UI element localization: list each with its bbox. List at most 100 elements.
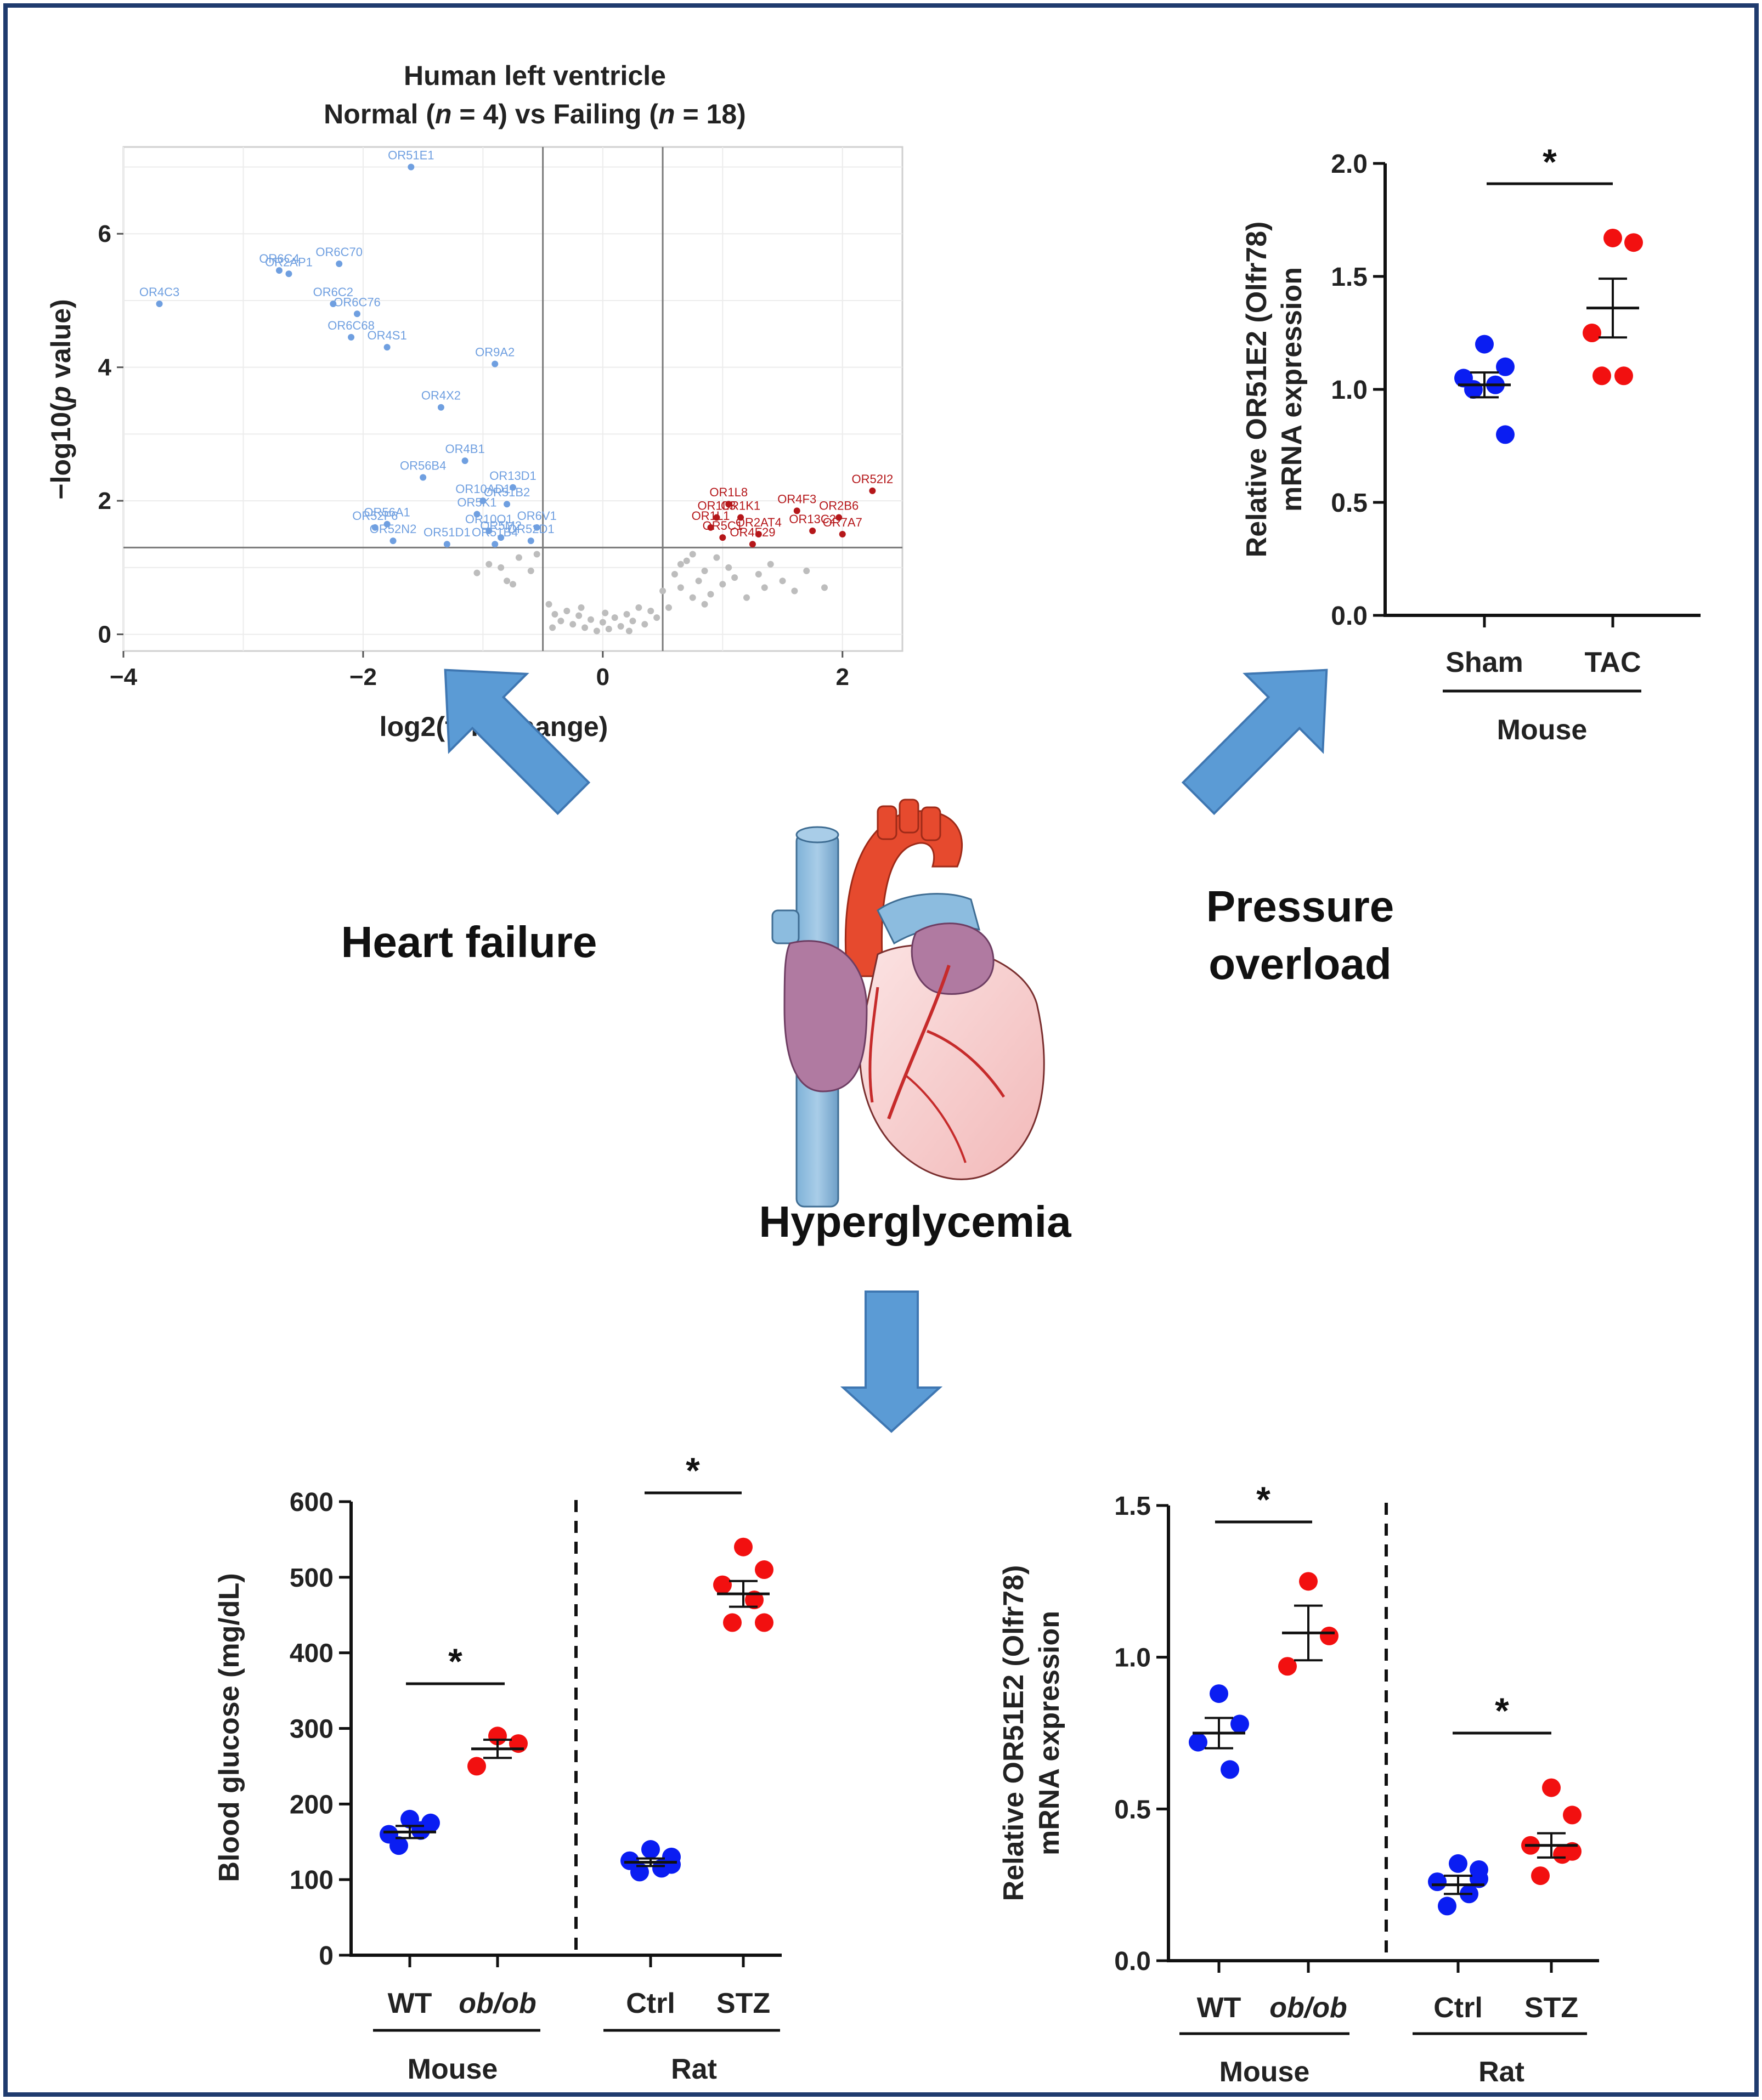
volcano-point-ns bbox=[707, 591, 714, 598]
heart-illustration-icon bbox=[771, 799, 1045, 1208]
volcano-point-label: OR52F6 bbox=[352, 509, 398, 523]
tac-y-axis-label-line1: Relative OR51E2 (Olfr78) bbox=[1241, 222, 1273, 558]
volcano-point-label: OR6C76 bbox=[334, 295, 381, 309]
olfr-point-obob bbox=[1299, 1572, 1318, 1591]
volcano-point-ns bbox=[677, 561, 684, 568]
olfr-point-ctrl bbox=[1438, 1897, 1456, 1916]
volcano-point-label: OR5M2 bbox=[480, 519, 522, 533]
glucose-y-tick-label: 100 bbox=[290, 1866, 334, 1895]
volcano-point-ns bbox=[725, 564, 732, 571]
volcano-point-or4s1 bbox=[383, 344, 391, 351]
tac-y-tick-label: 0.0 bbox=[1331, 602, 1368, 631]
pressure-overload-label-line2: overload bbox=[1208, 939, 1391, 988]
volcano-point-ns bbox=[683, 557, 690, 564]
glucose-y-tick-label: 200 bbox=[290, 1790, 334, 1819]
tac-y-tick-label: 1.0 bbox=[1331, 376, 1368, 405]
olfr-group-label-obob: ob/ob bbox=[1269, 1992, 1347, 2024]
diabetes-expression-plot: 0.0 0.5 1.0 1.5 * * Relative OR51E2 (Olfr78… bbox=[998, 1479, 1599, 2088]
glucose-point-ctrl bbox=[662, 1855, 681, 1874]
volcano-point-ns bbox=[755, 571, 762, 578]
volcano-point-label: OR10AD1 bbox=[455, 482, 510, 496]
volcano-point-or5k1 bbox=[473, 511, 481, 518]
tac-y-tick-label: 0.5 bbox=[1331, 489, 1368, 518]
glucose-point-stz bbox=[713, 1575, 732, 1594]
volcano-point-ns bbox=[504, 578, 511, 585]
olfr-point-wt bbox=[1230, 1714, 1249, 1734]
volcano-point-ns bbox=[551, 611, 558, 618]
volcano-point-ns bbox=[602, 609, 609, 616]
volcano-point-label: OR4X2 bbox=[421, 389, 461, 403]
volcano-point-ns bbox=[791, 587, 798, 595]
volcano-point-ns bbox=[761, 584, 768, 591]
volcano-point-or13d1 bbox=[510, 484, 516, 491]
volcano-point-ns bbox=[510, 581, 516, 588]
volcano-x-tick-label: −4 bbox=[110, 664, 138, 690]
volcano-point-or51e1 bbox=[408, 163, 415, 171]
glucose-point-obob bbox=[467, 1757, 486, 1776]
arrows bbox=[444, 669, 1328, 1433]
volcano-point-label: OR4C3 bbox=[139, 285, 179, 299]
volcano-point-label: OR5K1 bbox=[457, 495, 496, 509]
glucose-group-label-obob: ob/ob bbox=[459, 1988, 536, 2019]
olfr-point-stz bbox=[1563, 1842, 1582, 1861]
volcano-point-label: OR1L1 bbox=[692, 509, 730, 523]
volcano-threshold-lines bbox=[123, 147, 902, 651]
volcano-point-label: OR4F29 bbox=[730, 525, 775, 539]
glucose-y-tick-label: 500 bbox=[290, 1564, 334, 1593]
volcano-x-tick-label: 2 bbox=[836, 664, 849, 690]
glucose-point-ctrl bbox=[641, 1840, 660, 1859]
volcano-point-ns bbox=[549, 624, 556, 631]
volcano-point-or6c2 bbox=[330, 301, 337, 308]
volcano-point-label: OR2B6 bbox=[819, 499, 859, 513]
volcano-point-ns bbox=[701, 601, 708, 608]
olfr-y-axis-label-line1: Relative OR51E2 (Olfr78) bbox=[998, 1565, 1030, 1901]
olfr-point-stz bbox=[1531, 1866, 1550, 1886]
olfr-y-axis-label-line2: mRNA expression bbox=[1034, 1611, 1065, 1855]
olfr-y-tick-label: 1.0 bbox=[1114, 1644, 1151, 1673]
glucose-significance-star-mouse: * bbox=[448, 1641, 462, 1682]
volcano-point-ns bbox=[545, 601, 552, 608]
volcano-point-ns bbox=[605, 625, 612, 632]
glucose-y-tick-label: 400 bbox=[290, 1639, 334, 1668]
volcano-point-or1l3 bbox=[713, 514, 720, 521]
volcano-point-or4x2 bbox=[437, 404, 444, 411]
tac-y-axis-label-line2: mRNA expression bbox=[1276, 267, 1308, 512]
arrow-up-right-icon bbox=[1181, 669, 1328, 816]
glucose-point-stz bbox=[734, 1537, 753, 1556]
volcano-title-line2: Normal (n = 4) vs Failing (n = 18) bbox=[324, 99, 746, 129]
volcano-point-ns bbox=[581, 624, 589, 631]
olfr-y-tick-label: 1.5 bbox=[1114, 1492, 1151, 1521]
tac-group-label-sham: Sham bbox=[1445, 647, 1523, 678]
glucose-significance-star-rat: * bbox=[686, 1450, 700, 1491]
volcano-point-ns bbox=[533, 551, 540, 558]
volcano-point-or4f29 bbox=[749, 541, 756, 548]
volcano-point-or13c2 bbox=[809, 527, 816, 534]
volcano-point-or56b4 bbox=[420, 474, 427, 481]
volcano-point-ns bbox=[671, 571, 678, 578]
arrow-up-left-icon bbox=[444, 669, 591, 816]
volcano-y-tick-label: 2 bbox=[98, 488, 111, 514]
glucose-group-label-wt: WT bbox=[388, 1988, 432, 2019]
volcano-point-or6c4 bbox=[276, 267, 283, 274]
glucose-axis-ticks: 0 100 200 300 400 500 600 bbox=[290, 1488, 745, 1971]
volcano-point-label: OR13D1 bbox=[489, 469, 536, 483]
olfr-point-ctrl bbox=[1470, 1869, 1488, 1888]
tac-point-sham bbox=[1464, 380, 1483, 399]
volcano-point-ns bbox=[641, 621, 648, 628]
volcano-point-ns bbox=[515, 554, 522, 561]
volcano-point-label: OR52D1 bbox=[507, 522, 555, 536]
tac-point-tac bbox=[1614, 366, 1633, 386]
olfr-y-tick-label: 0.0 bbox=[1114, 1947, 1151, 1976]
glucose-point-stz bbox=[755, 1560, 773, 1580]
volcano-point-ns bbox=[695, 578, 702, 585]
volcano-plot: Human left ventricle Normal (n = 4) vs F… bbox=[46, 60, 903, 742]
volcano-axis-ticks: −4 −2 0 2 0 2 4 6 bbox=[98, 220, 849, 690]
volcano-point-label: OR6C68 bbox=[327, 319, 375, 332]
volcano-point-ns bbox=[485, 561, 493, 568]
volcano-point-or52f6 bbox=[371, 524, 379, 531]
volcano-y-tick-label: 6 bbox=[98, 220, 111, 247]
volcano-point-ns bbox=[625, 627, 632, 635]
figure-frame bbox=[3, 3, 1759, 2097]
volcano-point-or2b6 bbox=[835, 514, 843, 521]
